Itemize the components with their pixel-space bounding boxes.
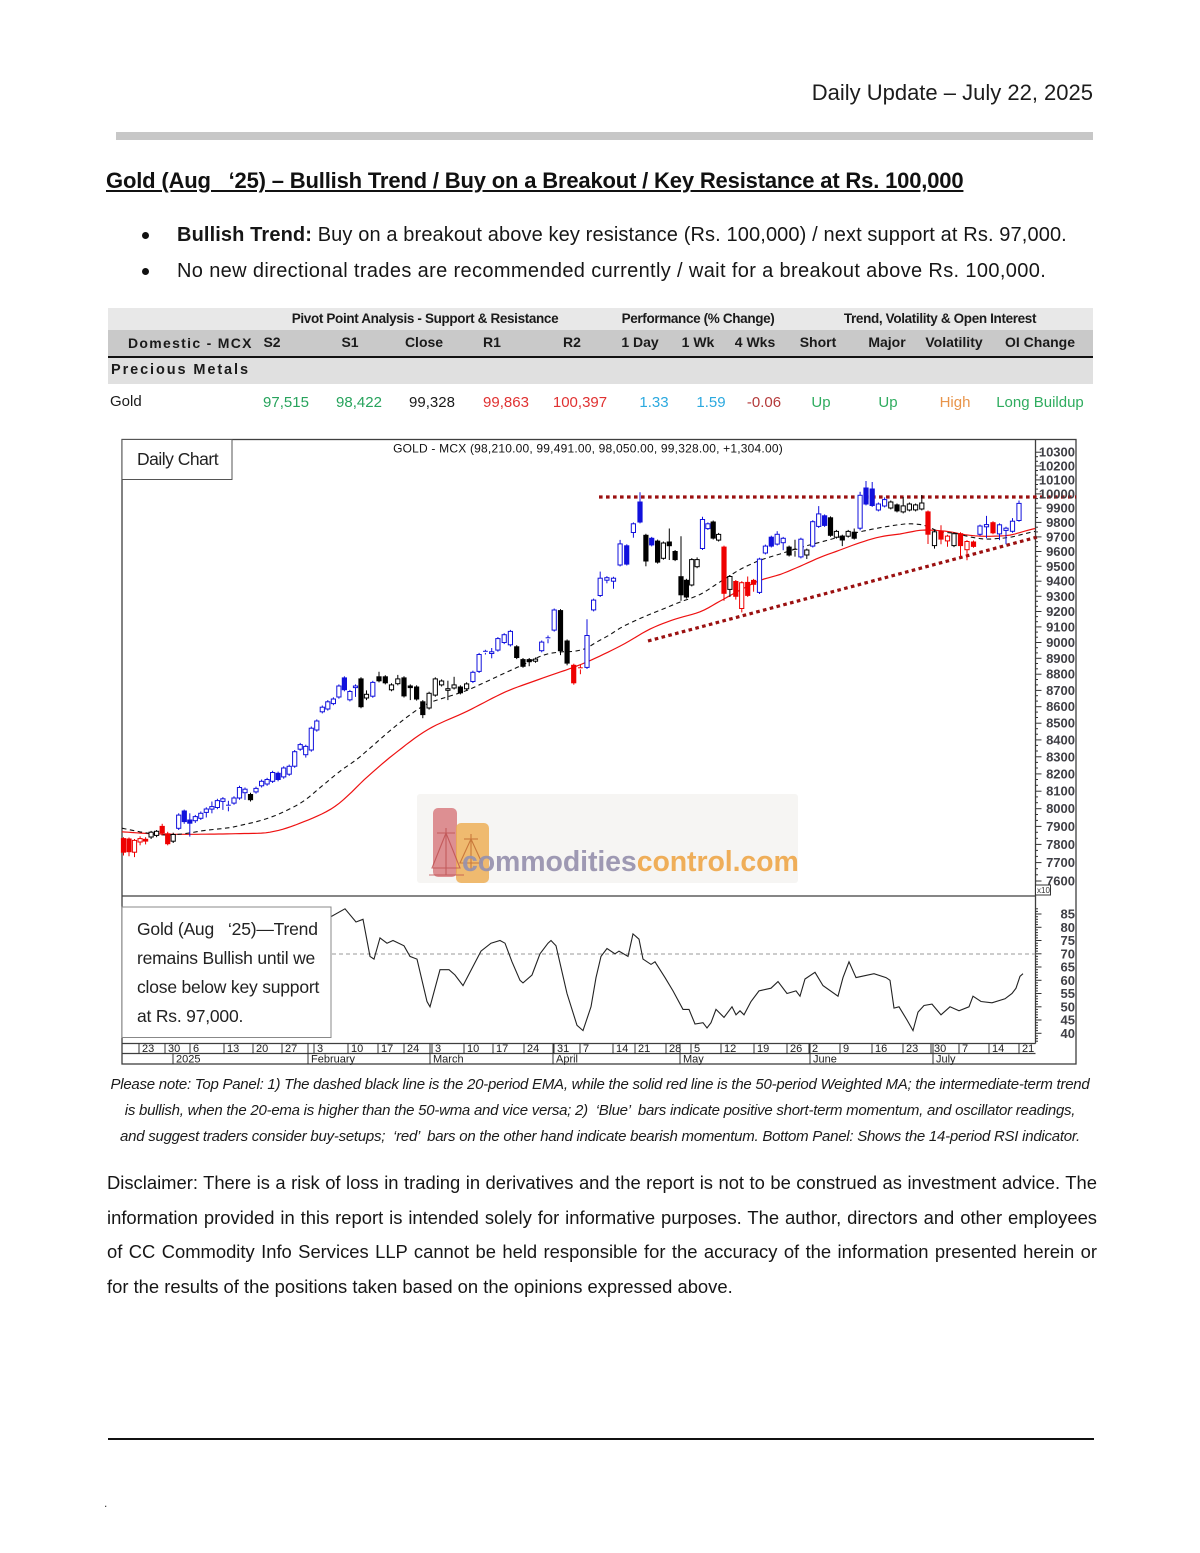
- svg-text:9500: 9500: [1046, 559, 1075, 574]
- svg-text:30: 30: [934, 1043, 946, 1055]
- svg-text:2025: 2025: [176, 1054, 200, 1066]
- svg-text:14: 14: [616, 1043, 628, 1055]
- svg-text:7: 7: [962, 1043, 968, 1055]
- svg-text:7900: 7900: [1046, 819, 1075, 834]
- svg-text:10: 10: [351, 1043, 363, 1055]
- svg-text:10200: 10200: [1039, 459, 1075, 474]
- svg-text:31: 31: [557, 1043, 569, 1055]
- svg-text:9300: 9300: [1046, 589, 1075, 604]
- svg-text:26: 26: [790, 1043, 802, 1055]
- svg-text:10: 10: [467, 1043, 479, 1055]
- svg-text:2: 2: [812, 1043, 818, 1055]
- svg-text:21: 21: [638, 1043, 650, 1055]
- svg-text:9200: 9200: [1046, 604, 1075, 619]
- svg-text:3: 3: [435, 1043, 441, 1055]
- svg-text:24: 24: [527, 1043, 539, 1055]
- svg-text:9: 9: [843, 1043, 849, 1055]
- svg-text:80: 80: [1061, 920, 1075, 935]
- svg-text:8200: 8200: [1046, 766, 1075, 781]
- svg-text:remains Bullish until we: remains Bullish until we: [137, 948, 315, 968]
- svg-text:8900: 8900: [1046, 651, 1075, 666]
- svg-text:23: 23: [906, 1043, 918, 1055]
- svg-text:April: April: [556, 1054, 578, 1066]
- svg-text:12: 12: [724, 1043, 736, 1055]
- svg-text:50: 50: [1061, 999, 1075, 1014]
- svg-text:28: 28: [669, 1043, 681, 1055]
- svg-text:February: February: [311, 1054, 356, 1066]
- svg-text:x10: x10: [1037, 886, 1050, 895]
- svg-text:10300: 10300: [1039, 445, 1075, 460]
- svg-text:close below key support: close below key support: [137, 977, 320, 997]
- svg-text:7: 7: [583, 1043, 589, 1055]
- svg-text:23: 23: [142, 1043, 154, 1055]
- svg-text:commoditiescontrol.com: commoditiescontrol.com: [462, 846, 799, 878]
- svg-text:8000: 8000: [1046, 801, 1075, 816]
- svg-text:55: 55: [1061, 986, 1075, 1001]
- svg-text:7600: 7600: [1046, 874, 1075, 889]
- svg-text:10100: 10100: [1039, 472, 1075, 487]
- svg-text:9700: 9700: [1046, 529, 1075, 544]
- svg-text:17: 17: [381, 1043, 393, 1055]
- svg-text:at Rs. 97,000.: at Rs. 97,000.: [137, 1006, 243, 1026]
- svg-text:May: May: [683, 1054, 704, 1066]
- svg-text:5: 5: [694, 1043, 700, 1055]
- svg-text:7800: 7800: [1046, 837, 1075, 852]
- svg-text:3: 3: [317, 1043, 323, 1055]
- svg-text:16: 16: [875, 1043, 887, 1055]
- svg-text:10000: 10000: [1039, 486, 1075, 501]
- svg-text:6: 6: [193, 1043, 199, 1055]
- svg-text:8500: 8500: [1046, 716, 1075, 731]
- svg-text:14: 14: [992, 1043, 1004, 1055]
- svg-text:9800: 9800: [1046, 515, 1075, 530]
- svg-text:8400: 8400: [1046, 732, 1075, 747]
- svg-text:85: 85: [1061, 907, 1075, 922]
- svg-text:Daily Chart: Daily Chart: [137, 449, 219, 469]
- svg-text:9400: 9400: [1046, 574, 1075, 589]
- svg-text:21: 21: [1022, 1043, 1034, 1055]
- svg-text:19: 19: [757, 1043, 769, 1055]
- svg-text:65: 65: [1061, 960, 1075, 975]
- svg-text:8600: 8600: [1046, 699, 1075, 714]
- svg-text:March: March: [433, 1054, 464, 1066]
- svg-text:30: 30: [168, 1043, 180, 1055]
- svg-text:9600: 9600: [1046, 544, 1075, 559]
- svg-text:8800: 8800: [1046, 667, 1075, 682]
- svg-text:45: 45: [1061, 1013, 1075, 1028]
- svg-text:9000: 9000: [1046, 635, 1075, 650]
- svg-text:June: June: [813, 1054, 837, 1066]
- svg-text:GOLD - MCX (98,210.00, 99,491.: GOLD - MCX (98,210.00, 99,491.00, 98,050…: [393, 442, 783, 456]
- svg-text:8100: 8100: [1046, 784, 1075, 799]
- svg-text:13: 13: [227, 1043, 239, 1055]
- svg-text:75: 75: [1061, 933, 1075, 948]
- svg-text:60: 60: [1061, 973, 1075, 988]
- svg-text:Gold (Aug ‘25)—Trend: Gold (Aug ‘25)—Trend: [137, 919, 318, 939]
- svg-text:40: 40: [1061, 1026, 1075, 1041]
- svg-text:27: 27: [285, 1043, 297, 1055]
- svg-text:8700: 8700: [1046, 683, 1075, 698]
- svg-text:July: July: [936, 1054, 956, 1066]
- svg-text:9100: 9100: [1046, 619, 1075, 634]
- svg-text:9900: 9900: [1046, 501, 1075, 516]
- svg-text:8300: 8300: [1046, 749, 1075, 764]
- svg-text:20: 20: [256, 1043, 268, 1055]
- svg-text:17: 17: [496, 1043, 508, 1055]
- svg-text:24: 24: [407, 1043, 419, 1055]
- svg-text:70: 70: [1061, 946, 1075, 961]
- svg-text:7700: 7700: [1046, 855, 1075, 870]
